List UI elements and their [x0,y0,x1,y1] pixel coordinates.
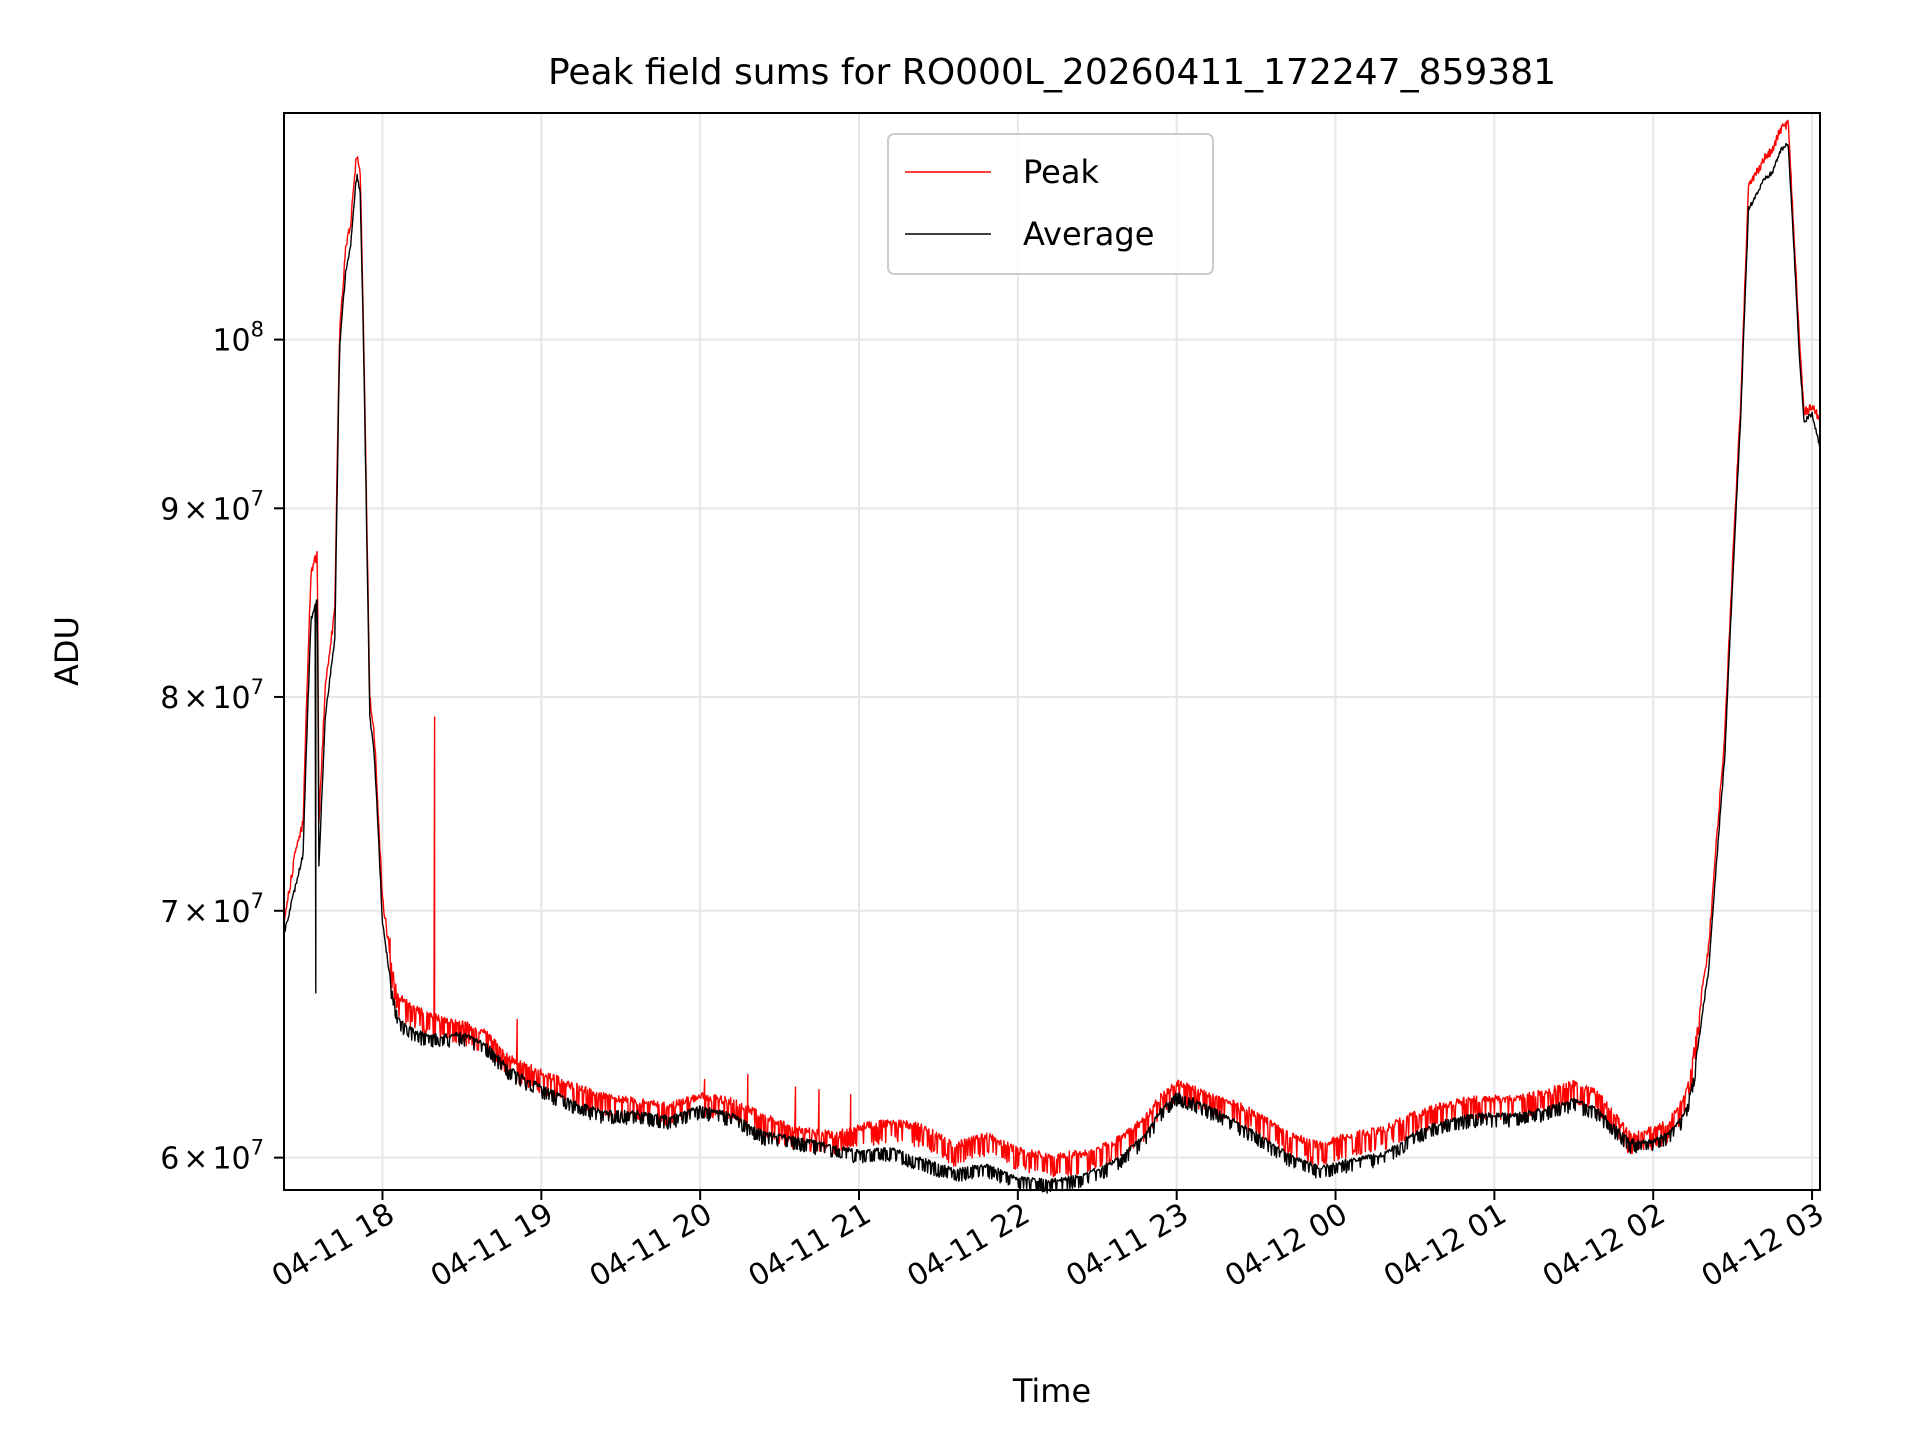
legend-box [887,133,1214,275]
y-axis-label: ADU [48,616,86,686]
legend: Peak Average [887,133,1214,275]
y-tick-label: 9 × 107 [160,486,264,527]
y-tick-label: 6 × 107 [160,1136,264,1177]
y-tick-label: 8 × 107 [160,675,264,716]
series-layer [283,119,1821,1194]
chart-title: Peak field sums for RO000L_20260411_1722… [548,52,1556,93]
grid-x [381,113,1814,1190]
series-line-peak [283,119,1821,1178]
y-tick-label: 108 [212,318,264,359]
x-axis-label: Time [1012,1372,1091,1410]
legend-label-average: Average [1023,215,1154,253]
y-tick-label: 7 × 107 [160,889,264,930]
y-axis-ticks: 6 × 107 7 × 107 8 × 107 9 × 107 108 [160,318,284,1177]
axes-frame [283,112,1821,1191]
series-line-average [283,142,1821,1194]
legend-label-peak: Peak [1023,153,1099,191]
